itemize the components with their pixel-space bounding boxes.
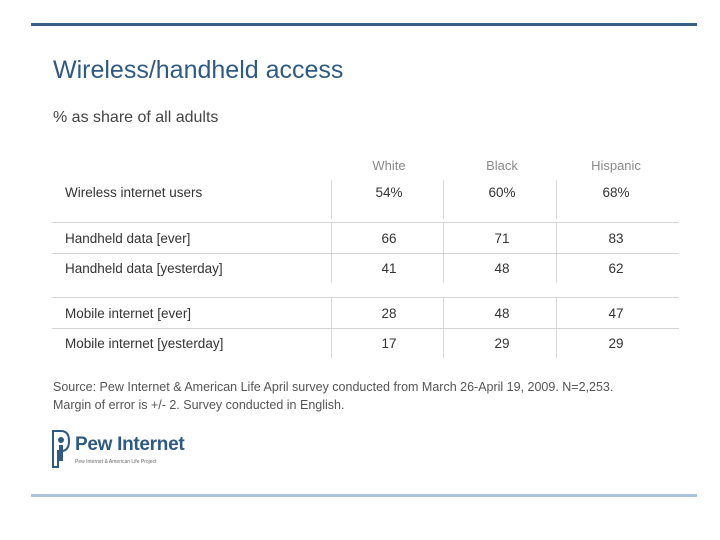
column-divider [331, 180, 332, 219]
row-divider [52, 328, 679, 329]
column-header-hispanic: Hispanic [591, 158, 641, 173]
row-divider [52, 222, 679, 223]
column-divider [556, 180, 557, 219]
cell-hispanic: 62 [608, 261, 624, 276]
bottom-rule [31, 494, 697, 497]
cell-hispanic: 68% [602, 185, 630, 200]
source-line: Source: Pew Internet & American Life Apr… [53, 380, 614, 394]
row-divider [52, 297, 679, 298]
cell-black: 29 [494, 336, 510, 351]
cell-hispanic: 29 [608, 336, 624, 351]
cell-hispanic: 47 [608, 306, 624, 321]
cell-black: 48 [494, 261, 510, 276]
cell-black: 71 [494, 231, 510, 246]
top-rule [31, 23, 697, 26]
slide: Wireless/handheld access % as share of a… [31, 23, 697, 497]
cell-white: 54% [375, 185, 403, 200]
margin-of-error-line: Margin of error is +/- 2. Survey conduct… [53, 398, 345, 412]
row-label-handheld-data-ever: Handheld data [ever] [65, 231, 191, 246]
cell-black: 48 [494, 306, 510, 321]
slide-subtitle: % as share of all adults [53, 109, 219, 126]
pew-logo-icon [52, 430, 71, 468]
row-label-mobile-internet-ever: Mobile internet [ever] [65, 306, 192, 321]
slide-title: Wireless/handheld access [53, 56, 344, 84]
row-label-wireless-internet-users: Wireless internet users [65, 185, 203, 200]
pew-internet-logo: Pew Internet Pew Internet & American Lif… [51, 429, 251, 471]
row-divider [52, 253, 679, 254]
source-note: Source: Pew Internet & American Life Apr… [53, 378, 653, 414]
cell-white: 66 [381, 231, 397, 246]
row-label-handheld-data-yesterday: Handheld data [yesterday] [65, 261, 223, 276]
column-divider [443, 180, 444, 219]
cell-white: 41 [381, 261, 397, 276]
row-label-mobile-internet-yesterday: Mobile internet [yesterday] [65, 336, 224, 351]
logo-wordmark: Pew Internet [75, 434, 185, 455]
logo-tagline: Pew Internet & American Life Project [75, 459, 157, 465]
cell-black: 60% [488, 185, 516, 200]
column-header-white: White [372, 158, 406, 173]
cell-hispanic: 83 [608, 231, 624, 246]
cell-white: 17 [381, 336, 397, 351]
cell-white: 28 [381, 306, 397, 321]
column-header-black: Black [486, 158, 518, 173]
